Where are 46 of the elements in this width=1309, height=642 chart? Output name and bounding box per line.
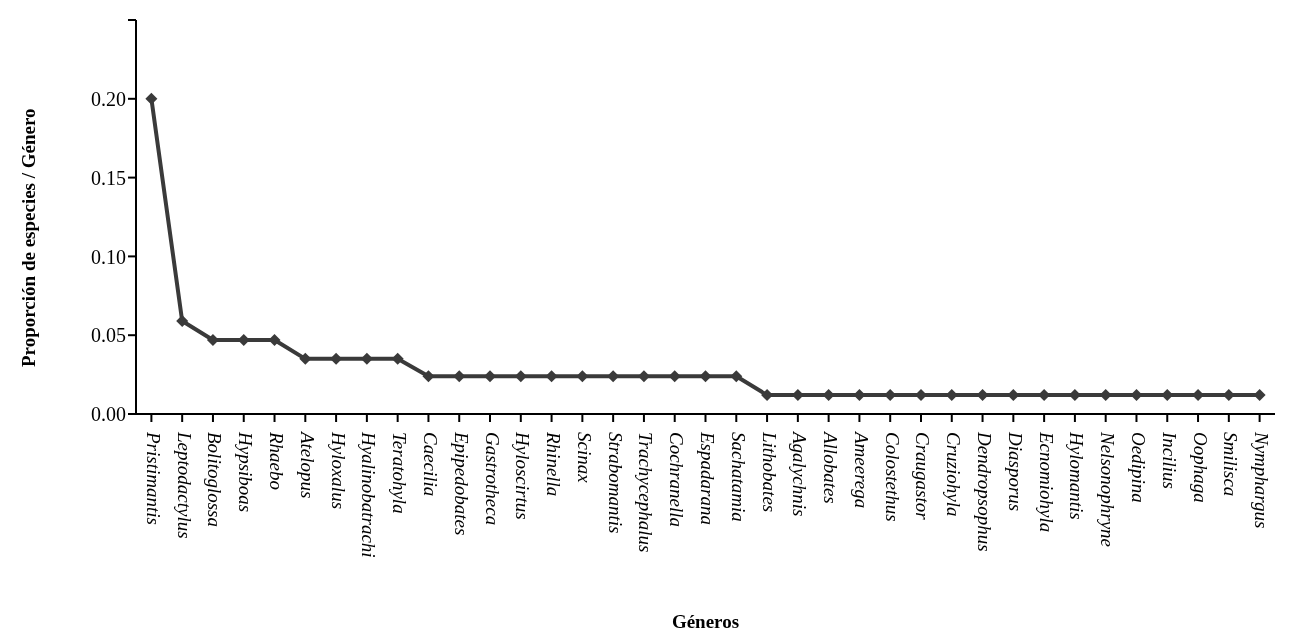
x-tick-label: Pristimantis [142,431,164,525]
x-tick-label: Lithobates [758,431,780,513]
x-tick-label: Colostethus [881,432,903,522]
y-tick-label: 0.15 [91,166,126,189]
x-tick-label: Incilius [1158,431,1180,489]
x-tick-label: Oedipina [1127,432,1149,503]
y-tick-label: 0.05 [91,324,126,347]
x-tick-label: Atelopus [296,430,318,499]
x-tick-label: Ameerega [850,430,872,509]
y-tick-label: 0.20 [91,87,126,110]
x-tick-label: Espadarana [697,431,718,525]
x-tick-label: Ecnomiohyla [1035,431,1057,533]
x-tick-label: Allobates [820,430,842,504]
x-tick-label: Hylomantis [1066,431,1088,520]
x-tick-label: Hyalinobatrachi [358,431,380,558]
x-tick-label: Rhinella [543,431,565,497]
x-tick-label: Bolitoglossa [204,432,226,528]
x-tick-label: Hyloscirtus [512,431,534,520]
x-tick-label: Agalychnis [789,430,811,517]
x-tick-label: Diasporus [1004,431,1026,512]
x-tick-label: Cruziohyla [943,432,965,517]
x-tick-label: Teratohyla [389,432,411,514]
x-tick-label: Trachycephalus [635,432,657,553]
y-axis-title: Proporción de especies / Género [17,108,39,367]
y-tick-label: 0.00 [91,403,126,426]
x-tick-label: Cochranella [666,432,688,527]
x-tick-label: Hyloxalus [327,431,349,510]
point [176,315,189,328]
x-tick-label: Craugastor [912,432,934,521]
x-tick-label: Gastrotheca [481,432,503,526]
x-tick-label: Strabomantis [604,432,626,534]
x-tick-label: Nymphargus [1251,431,1273,529]
x-tick-label: Nelsonophryne [1097,431,1119,548]
x-axis-title: Géneros [671,611,740,632]
x-tick-label: Epipedobates [450,431,472,536]
x-tick-label: Leptodactylus [173,431,195,539]
x-tick-label: Rhaebo [266,431,288,491]
x-tick-label: Sachatamia [727,432,749,522]
x-tick-label: Scinax [573,432,595,484]
x-tick-label: Dendropsophus [974,431,996,552]
x-tick-label: Hypsiboas [235,431,257,513]
x-tick-label: Smilisca [1220,432,1242,497]
point [145,92,158,105]
y-tick-label: 0.10 [91,245,126,268]
x-tick-label: Caecilia [419,432,441,497]
x-tick-label: Oophaga [1189,432,1211,503]
